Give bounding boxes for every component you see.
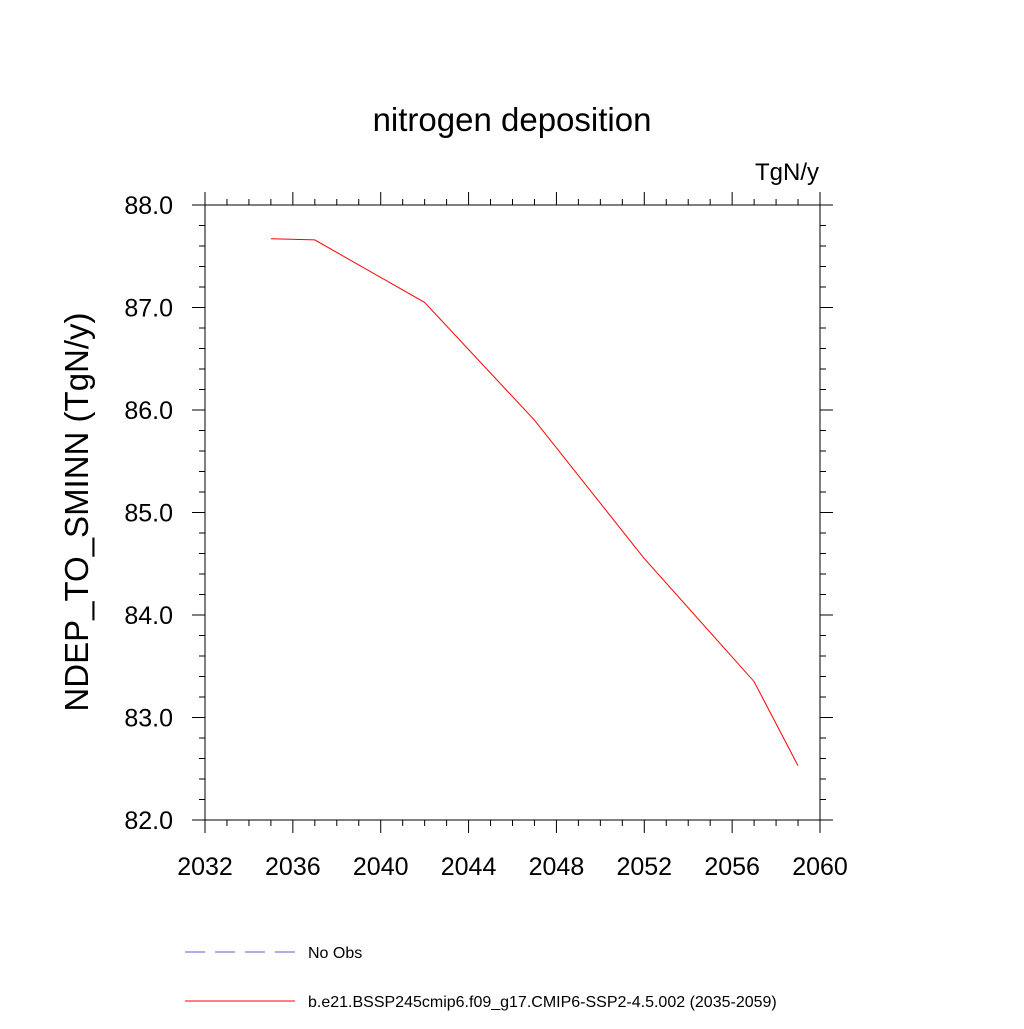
y-tick-label: 83.0: [124, 705, 173, 733]
legend-label: No Obs: [308, 945, 362, 962]
series-lines: [270, 238, 799, 766]
y-tick-label: 82.0: [124, 807, 173, 835]
tick-labels: 2032 2036 2040 2044 2048 2052 2056 2060 82.0 83.0…: [124, 192, 847, 881]
axis-ticks: [192, 192, 833, 833]
x-tick-label: 2048: [529, 853, 585, 881]
units-label: TgN/y: [755, 159, 819, 186]
x-tick-label: 2044: [441, 853, 497, 881]
chart-title: nitrogen deposition: [373, 101, 652, 138]
legend-label: b.e21.BSSP245cmip6.f09_g17.CMIP6-SSP2-4.…: [308, 994, 777, 1011]
y-tick-label: 88.0: [124, 192, 173, 220]
x-tick-label: 2040: [353, 853, 409, 881]
legend: No Obs b.e21.BSSP245cmip6.f09_g17.CMIP6-S…: [185, 945, 777, 1011]
x-tick-label: 2036: [265, 853, 321, 881]
plot-frame: [204, 204, 821, 821]
y-tick-label: 86.0: [124, 397, 173, 425]
y-tick-label: 85.0: [124, 500, 173, 528]
y-tick-label: 87.0: [124, 295, 173, 323]
x-tick-label: 2056: [704, 853, 760, 881]
y-axis-label: NDEP_TO_SMINN (TgN/y): [58, 312, 95, 711]
x-tick-label: 2032: [177, 853, 233, 881]
x-tick-label: 2060: [792, 853, 848, 881]
x-tick-label: 2052: [616, 853, 672, 881]
series-line: [270, 238, 799, 766]
y-tick-label: 84.0: [124, 602, 173, 630]
